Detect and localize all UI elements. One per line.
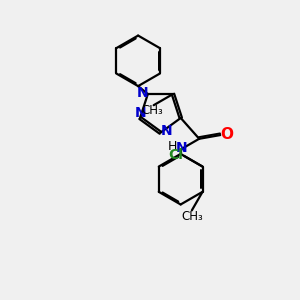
Text: CH₃: CH₃ [141, 104, 163, 117]
Text: CH₃: CH₃ [181, 210, 203, 223]
Text: N: N [135, 106, 146, 120]
Text: O: O [220, 127, 233, 142]
Text: N: N [176, 141, 188, 155]
Text: N: N [161, 124, 173, 138]
Text: H: H [168, 140, 177, 153]
Text: Cl: Cl [168, 148, 183, 162]
Text: N: N [137, 86, 148, 100]
